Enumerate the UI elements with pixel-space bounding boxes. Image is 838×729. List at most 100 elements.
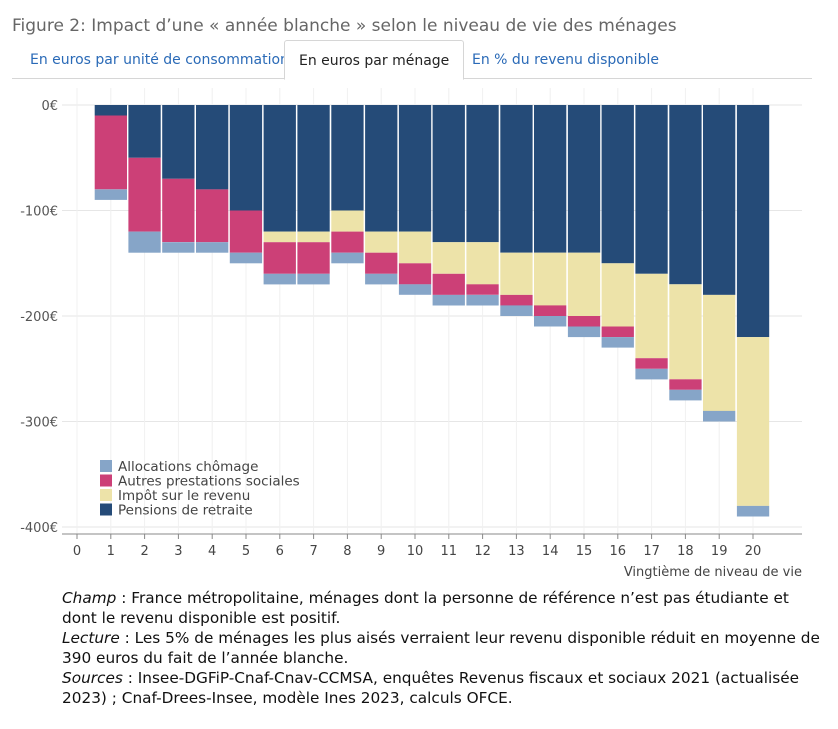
bar-impot-17 [635, 273, 668, 359]
note-champ-label: Champ [62, 589, 117, 607]
bar-impot-6 [263, 231, 296, 243]
bar-prestations-18 [669, 379, 702, 390]
x-tick-label: 14 [542, 544, 559, 559]
bar-allocations-15 [567, 326, 601, 338]
bar-pensions-15 [567, 105, 601, 253]
bar-prestations-17 [635, 358, 668, 369]
note-lecture-label: Lecture [62, 629, 120, 647]
bar-impot-8 [331, 210, 364, 232]
bar-allocations-16 [601, 337, 634, 348]
x-tick-label: 11 [441, 544, 458, 559]
bar-prestations-3 [162, 178, 195, 243]
legend-label-pensions: Pensions de retraite [118, 503, 253, 519]
bar-impot-16 [601, 263, 634, 327]
legend-label-allocations: Allocations chômage [118, 459, 258, 475]
bar-impot-7 [297, 231, 330, 243]
x-tick-label: 1 [107, 544, 115, 559]
bar-impot-11 [432, 242, 465, 274]
tab-euros-par-uc[interactable]: En euros par unité de consommation [30, 52, 289, 68]
bar-pensions-10 [398, 105, 432, 232]
bar-impot-12 [466, 242, 499, 285]
x-tick-label: 18 [677, 544, 694, 559]
bar-impot-15 [567, 252, 601, 316]
bar-prestations-10 [398, 263, 432, 285]
bar-pensions-16 [601, 105, 634, 264]
x-axis-title: Vingtième de niveau de vie [624, 565, 802, 580]
bar-allocations-2 [128, 231, 161, 253]
x-tick-label: 6 [276, 544, 284, 559]
bar-allocations-1 [94, 189, 127, 200]
bar-impot-9 [365, 231, 398, 253]
tab-pourcent-revenu[interactable]: En % du revenu disponible [472, 52, 659, 68]
tab-euros-par-menage[interactable]: En euros par ménage [284, 40, 465, 80]
stacked-bar-chart: 0€-100€-200€-300€-400€0 1 2 3 4 5 6 7 8 9 10 11 12 13… [20, 88, 802, 580]
bar-allocations-10 [398, 284, 432, 295]
bar-pensions-6 [263, 105, 296, 232]
bar-allocations-20 [736, 505, 770, 517]
bar-impot-18 [669, 284, 702, 380]
bar-allocations-9 [365, 273, 398, 285]
legend-swatch-pensions [100, 503, 112, 516]
legend-swatch-prestations [100, 474, 112, 487]
bar-prestations-1 [94, 115, 127, 190]
bar-prestations-13 [500, 294, 533, 306]
bar-prestations-2 [128, 157, 161, 232]
x-tick-label: 0 [73, 544, 81, 559]
bar-prestations-6 [263, 242, 296, 274]
x-tick-label: 3 [174, 544, 182, 559]
bar-pensions-2 [128, 105, 161, 158]
bar-pensions-17 [635, 105, 668, 274]
x-tick-label: 12 [474, 544, 491, 559]
x-tick-label: 4 [208, 544, 216, 559]
legend-swatch-impot [100, 489, 112, 501]
tab-bar: En euros par unité de consommation En eu… [12, 40, 812, 80]
bar-allocations-7 [297, 273, 330, 285]
bar-allocations-6 [263, 273, 296, 285]
bar-allocations-17 [635, 368, 668, 380]
x-tick-label: 9 [377, 544, 385, 559]
note-sources-label: Sources [62, 669, 123, 687]
bar-allocations-8 [331, 252, 364, 264]
y-tick-label: -300€ [20, 416, 58, 431]
bar-pensions-13 [500, 105, 533, 253]
note-sources: Sources : Insee-DGFiP-Cnaf-Cnav-CCMSA, e… [62, 668, 822, 708]
chart-notes: Champ : France métropolitaine, ménages d… [62, 588, 822, 708]
bar-pensions-20 [736, 105, 770, 338]
bar-allocations-3 [162, 242, 195, 253]
legend-label-prestations: Autres prestations sociales [118, 474, 300, 490]
bar-allocations-13 [500, 305, 533, 316]
note-lecture-text: : Les 5% de ménages les plus aisés verra… [62, 629, 820, 667]
y-tick-label: -400€ [20, 521, 58, 536]
bar-impot-20 [736, 337, 770, 506]
bar-prestations-15 [567, 316, 601, 327]
bar-pensions-7 [297, 105, 330, 232]
x-tick-label: 2 [140, 544, 148, 559]
bar-prestations-5 [229, 210, 263, 253]
y-tick-label: 0€ [41, 99, 58, 114]
bar-prestations-11 [432, 273, 465, 295]
bar-pensions-19 [703, 105, 736, 295]
x-tick-label: 15 [576, 544, 593, 559]
bar-impot-10 [398, 231, 432, 264]
bar-impot-19 [703, 294, 736, 411]
x-tick-label: 16 [610, 544, 627, 559]
bar-prestations-9 [365, 252, 398, 274]
bar-allocations-18 [669, 389, 702, 401]
bar-allocations-12 [466, 294, 499, 306]
bar-allocations-19 [703, 410, 736, 422]
x-tick-label: 13 [508, 544, 525, 559]
x-tick-label: 17 [643, 544, 660, 559]
bar-pensions-18 [669, 105, 702, 285]
bar-prestations-7 [297, 242, 330, 274]
bar-pensions-5 [229, 105, 263, 211]
bar-pensions-14 [534, 105, 567, 253]
y-tick-label: -100€ [20, 205, 58, 220]
note-champ: Champ : France métropolitaine, ménages d… [62, 588, 822, 628]
bar-pensions-3 [162, 105, 195, 179]
bar-pensions-11 [432, 105, 465, 243]
note-sources-text: : Insee-DGFiP-Cnaf-Cnav-CCMSA, enquêtes … [62, 669, 800, 707]
bar-impot-14 [534, 252, 567, 306]
x-tick-label: 19 [711, 544, 728, 559]
x-tick-label: 5 [242, 544, 250, 559]
note-lecture: Lecture : Les 5% de ménages les plus ais… [62, 628, 822, 668]
